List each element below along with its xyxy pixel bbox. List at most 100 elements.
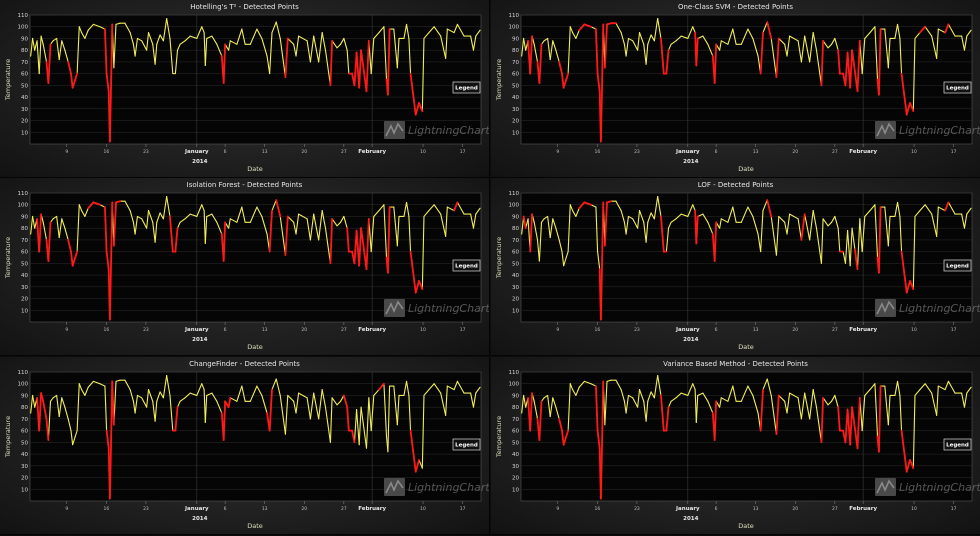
legend-label[interactable]: Legend — [946, 443, 969, 449]
data-segment — [84, 29, 89, 40]
legend-label[interactable]: Legend — [455, 86, 478, 92]
data-segment — [428, 26, 435, 34]
detected-segment — [578, 23, 586, 32]
legend-box[interactable] — [943, 438, 972, 451]
legend-label[interactable]: Legend — [455, 443, 478, 449]
legend-box[interactable] — [452, 259, 481, 272]
legend-button[interactable]: Legend — [943, 438, 972, 451]
legend-box[interactable] — [943, 259, 972, 272]
y-tick-label: 40 — [512, 273, 519, 279]
data-segment — [615, 200, 622, 212]
y-tick-label: 30 — [21, 464, 28, 470]
data-segment — [74, 430, 78, 438]
data-segment — [538, 221, 543, 262]
data-segment — [166, 17, 171, 40]
data-segment — [141, 397, 148, 408]
detected-segment — [418, 102, 424, 113]
y-tick-label: 80 — [21, 405, 28, 411]
data-segment — [306, 40, 311, 63]
legend-button[interactable]: Legend — [452, 259, 481, 272]
data-segment — [963, 392, 968, 408]
data-segment — [653, 374, 659, 399]
data-segment — [944, 380, 949, 391]
data-segment — [523, 394, 527, 408]
detected-segment — [174, 406, 179, 432]
data-segment — [87, 380, 94, 388]
x-tick-label: 13 — [753, 149, 759, 155]
data-segment — [475, 207, 481, 215]
data-segment — [408, 215, 412, 253]
data-segment — [521, 394, 525, 414]
y-tick-label: 20 — [512, 119, 519, 125]
data-segment — [440, 213, 447, 237]
y-tick-label: 70 — [512, 417, 519, 423]
data-segment — [421, 215, 425, 290]
data-segment — [204, 215, 208, 244]
watermark-text: LightningChart® — [899, 481, 980, 494]
detected-segment — [104, 206, 108, 253]
data-segment — [446, 28, 455, 34]
data-segment — [924, 26, 933, 37]
data-segment — [84, 386, 89, 397]
data-segment — [152, 43, 156, 65]
data-segment — [241, 206, 246, 223]
y-tick-label: 40 — [21, 95, 28, 101]
y-tick-label: 90 — [21, 214, 28, 220]
data-segment — [134, 215, 138, 235]
detected-segment — [660, 394, 665, 432]
data-segment — [961, 213, 966, 229]
legend-button[interactable]: Legend — [943, 259, 972, 272]
detected-segment — [558, 418, 563, 432]
lightning-bolt-icon — [385, 479, 404, 494]
data-segment — [869, 26, 876, 34]
legend-box[interactable] — [943, 81, 972, 94]
data-segment — [76, 204, 80, 253]
data-segment — [169, 37, 174, 75]
data-segment — [56, 37, 60, 61]
data-segment — [324, 49, 331, 86]
data-segment — [360, 406, 365, 429]
data-segment — [42, 43, 48, 63]
y-tick-label: 100 — [18, 203, 29, 209]
data-segment — [670, 40, 677, 45]
y-tick-label: 30 — [21, 285, 28, 291]
legend-button[interactable]: Legend — [943, 81, 972, 94]
data-segment — [104, 385, 108, 432]
y-axis-title: Temperature — [495, 237, 503, 279]
data-segment — [800, 392, 806, 420]
legend-label[interactable]: Legend — [946, 86, 969, 92]
legend-label[interactable]: Legend — [946, 264, 969, 270]
y-tick-label: 50 — [21, 261, 28, 267]
data-segment — [236, 206, 243, 223]
data-segment — [287, 394, 295, 402]
y-tick-label: 50 — [512, 440, 519, 446]
data-segment — [456, 201, 465, 215]
data-segment — [800, 35, 806, 63]
data-segment — [189, 213, 198, 218]
legend-box[interactable] — [452, 438, 481, 451]
legend-button[interactable]: Legend — [452, 81, 481, 94]
x-tick-label: 16 — [594, 149, 600, 155]
detected-segment — [529, 213, 533, 253]
data-segment — [894, 201, 899, 218]
data-segment — [899, 215, 903, 253]
data-segment — [899, 37, 903, 75]
detected-segment — [909, 102, 915, 113]
detected-segment — [759, 388, 764, 432]
legend-button[interactable]: Legend — [452, 438, 481, 451]
detected-segment — [766, 21, 773, 40]
data-segment — [318, 389, 323, 420]
legend-box[interactable] — [452, 81, 481, 94]
data-segment — [760, 210, 764, 253]
data-segment — [47, 400, 52, 441]
data-segment — [695, 394, 699, 423]
chart-panel: One-Class SVM - Detected Points 10 20 30 40 5… — [491, 0, 980, 178]
detected-segment — [360, 227, 365, 251]
x-tick-label: 17 — [951, 327, 957, 333]
legend-label[interactable]: Legend — [455, 264, 478, 270]
temperature-series — [30, 195, 481, 290]
detected-segment — [346, 227, 350, 253]
x-tick-label: 27 — [832, 149, 838, 155]
data-segment — [707, 43, 714, 57]
data-segment — [831, 394, 836, 402]
